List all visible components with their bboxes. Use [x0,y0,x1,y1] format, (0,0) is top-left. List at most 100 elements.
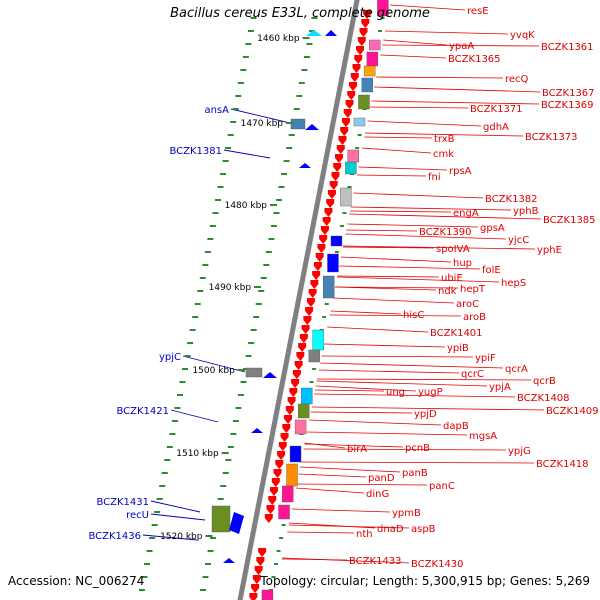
right-leader-line [339,265,481,270]
accession-text: Accession: NC_006274 [8,574,145,588]
left-gene-labels: ansA BCZK1381 ypjC BCZK1421 BCZK1431 recU BCZK… [88,105,229,542]
right-leader-line [362,147,432,154]
scale-labels: 1460 kbp 1470 kbp 1480 kbp 1490 kbp 1500 kbp… [160,34,310,542]
gene-arrow-red [294,361,303,370]
right-leader-line [337,275,440,278]
gene-arrow-red [343,109,352,118]
right-gene-label: hepS [501,278,526,289]
gene-arrow-red [306,298,315,307]
right-gene-label: ypiB [447,343,469,354]
right-leader-line [288,524,410,529]
gene-box [377,0,389,17]
right-gene-label: BCZK1382 [485,194,538,205]
right-leader-line [282,557,410,564]
right-leader-line [384,30,509,35]
gene-arrow-red [320,226,329,235]
gene-arrow-cyan [306,30,322,36]
right-leader-line [315,385,417,392]
gene-arrow-red [278,442,287,451]
right-gene-label: yphE [537,245,562,256]
right-gene-label: aroB [463,312,486,323]
right-leader-line [323,343,446,348]
gene-arrow-red [270,487,279,496]
right-leader-line [330,310,402,315]
gene-arrow-red [359,28,368,37]
right-gene-label: ypjD [414,409,437,420]
right-gene-label: nth [356,529,373,540]
right-gene-label: birA [347,444,367,455]
right-leader-line [346,229,418,232]
gene-arrow-red [349,82,358,91]
right-leader-line [318,369,460,374]
gene-arrow-red [310,280,319,289]
gene-arrow-red [301,325,310,334]
gene-arrow-red [298,343,307,352]
right-leader-line [316,380,488,387]
right-leader-line [335,286,459,289]
right-leader-line [306,431,468,436]
gene-arrow-red [258,548,267,557]
right-gene-label: ypjA [489,382,511,393]
gene-box [330,235,343,247]
gene-box [353,117,366,127]
right-leader-line [304,442,346,449]
right-leader-line [375,76,504,79]
right-leader-line [358,166,448,171]
gene-box [289,445,302,463]
gene-arrow-red [268,496,277,505]
left-leader-line [150,513,206,521]
topology-text: Topology: circular; Length: 5,300,915 bp… [260,574,590,588]
gene-arrow-blue [325,30,337,36]
right-gene-label: qcrB [533,376,556,387]
right-leader-line [365,132,524,137]
right-gene-label: recQ [505,74,529,85]
gene-box [312,329,324,351]
genome-backbone [237,0,361,600]
right-gene-label: gpsA [480,223,505,234]
gene-box [294,419,307,435]
gene-arrow-blue [305,124,319,130]
right-leader-line [314,389,385,392]
right-gene-label: yvqK [510,30,535,41]
right-leader-line [382,44,540,47]
gene-arrow-red [327,190,336,199]
right-leader-line [291,508,391,513]
right-gene-label: BCZK1371 [470,104,523,115]
scale-label: 1460 kbp [257,34,300,44]
right-gene-label: BCZK1433 [349,556,402,567]
right-gene-label: BCZK1430 [411,559,464,570]
gene-box [358,94,370,110]
gene-arrow-red [352,64,361,73]
right-leader-line [317,378,532,381]
right-leader-line [304,443,404,448]
gene-arrow-red [315,253,324,262]
backbone-line [237,0,360,600]
right-leader-line [295,487,365,494]
gene-arrow-red [340,127,349,136]
right-gene-label: BCZK1418 [536,459,589,470]
gene-arrow-red [324,208,333,217]
gene-features [211,0,389,600]
gene-box [347,149,359,163]
right-gene-label: aspB [411,524,436,535]
right-leader-line [329,314,462,317]
gene-arrow-red [312,271,321,280]
right-leader-line [321,355,474,358]
gene-arrow-red [341,118,350,127]
scale-label: 1480 kbp [225,201,268,211]
gene-arrow-red [299,334,308,343]
gene-arrow-red [252,575,261,584]
right-gene-label: yjcC [508,235,529,246]
gene-box [298,403,310,419]
right-gene-label: yphB [513,206,539,217]
right-gene-label: aroC [456,299,479,310]
scale-label: 1510 kbp [176,449,219,459]
right-gene-label: ypjG [508,446,531,457]
gene-arrow-red [313,262,322,271]
gene-box-left [290,118,306,130]
gene-arrow-red [282,424,291,433]
gene-arrow-red [273,469,282,478]
right-gene-label: BCZK1409 [546,406,599,417]
gene-arrow-red [292,370,301,379]
right-gene-label: ypiF [475,353,496,364]
